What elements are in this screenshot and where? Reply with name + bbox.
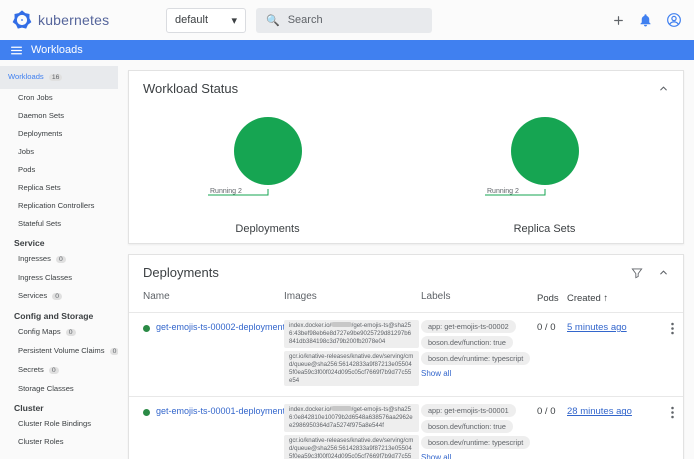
svg-text:Running 2: Running 2 <box>210 188 242 195</box>
svg-text:Running 2: Running 2 <box>487 188 519 195</box>
